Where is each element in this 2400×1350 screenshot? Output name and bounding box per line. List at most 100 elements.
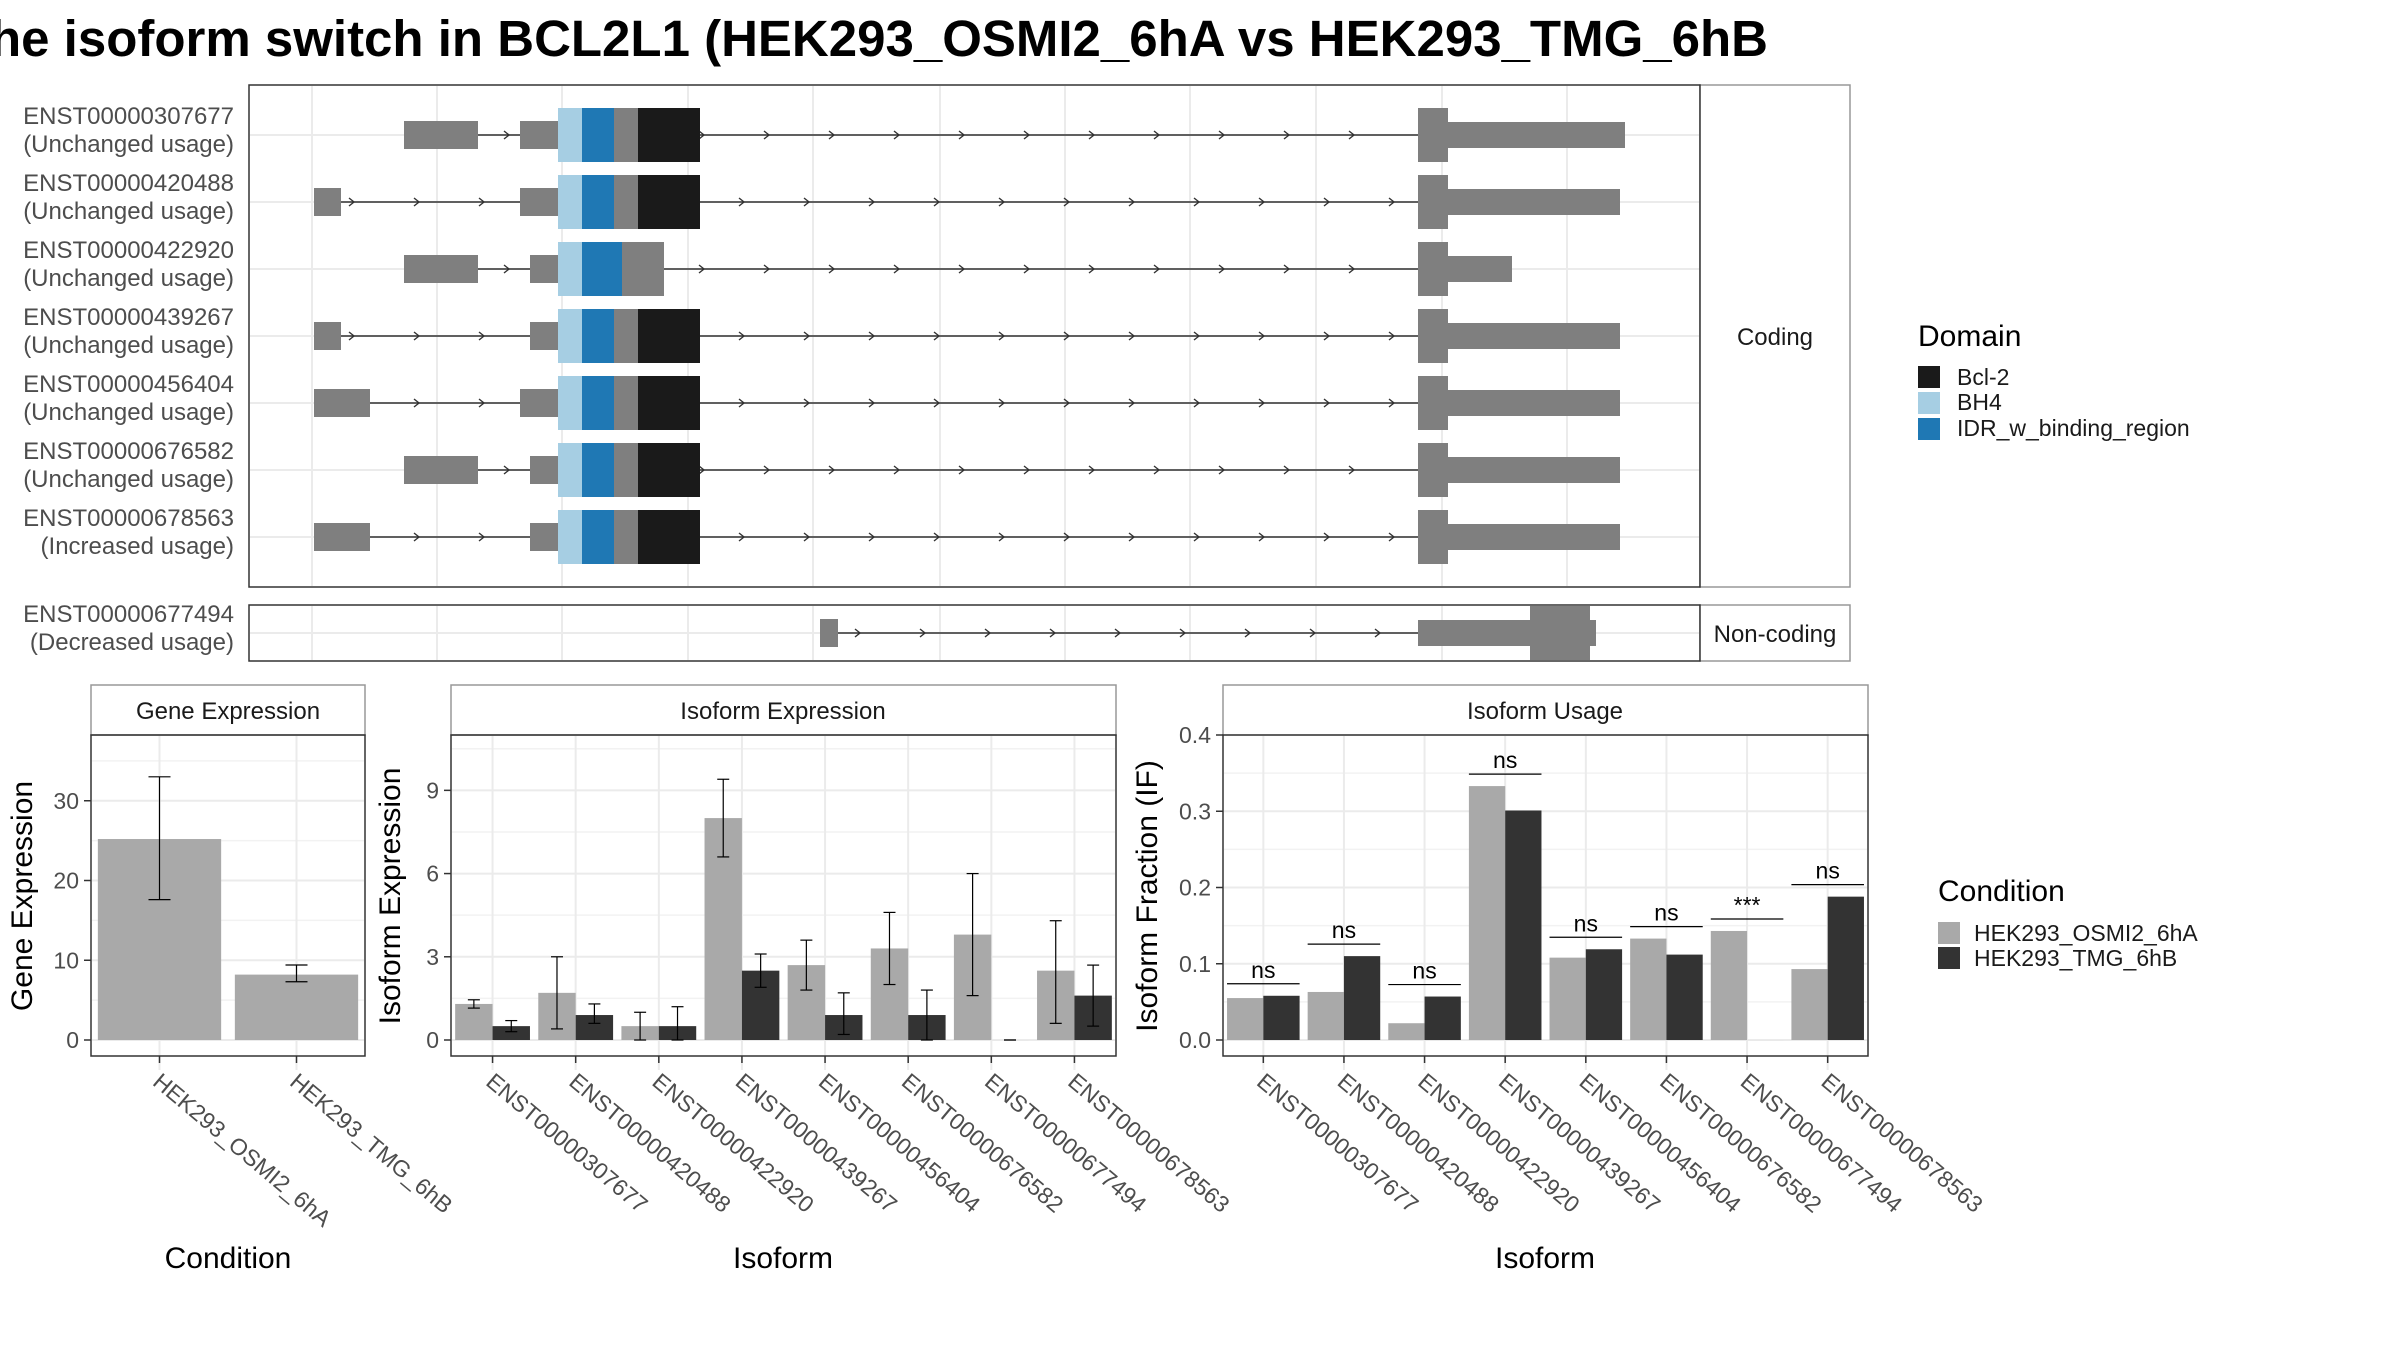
intron-arrow bbox=[1348, 130, 1356, 140]
intron-arrow bbox=[1193, 197, 1201, 207]
isoform-expression-marks: 0369ENST00000307677ENST00000420488ENST00… bbox=[426, 736, 1235, 1218]
intron-arrow bbox=[1049, 628, 1057, 638]
exon bbox=[404, 456, 478, 484]
intron-arrow bbox=[763, 465, 771, 475]
exon bbox=[314, 188, 341, 216]
intron-arrow bbox=[1283, 465, 1291, 475]
legend-key-cond2 bbox=[1938, 947, 1960, 969]
bar bbox=[1468, 786, 1506, 1041]
intron-arrow bbox=[478, 331, 486, 341]
legend-key-bh4 bbox=[1918, 392, 1940, 414]
transcript-id-label: ENST00000307677 bbox=[23, 103, 234, 130]
bar bbox=[1388, 1023, 1425, 1041]
significance-label: ns bbox=[1574, 910, 1598, 936]
bh4-domain bbox=[558, 175, 582, 229]
exon bbox=[520, 389, 558, 417]
legend-label-bcl2: Bcl-2 bbox=[1957, 364, 2009, 390]
y-tick-label: 0.2 bbox=[1179, 875, 1211, 901]
intron-arrow bbox=[1063, 398, 1071, 408]
bar bbox=[1505, 810, 1542, 1041]
intron-arrow bbox=[1388, 197, 1396, 207]
exon bbox=[1418, 108, 1448, 162]
exon bbox=[1418, 376, 1448, 430]
domain-legend-title: Domain bbox=[1918, 320, 2021, 353]
intron-arrow bbox=[738, 532, 746, 542]
intron-arrow bbox=[1388, 532, 1396, 542]
isoform-usage-plot-frame bbox=[1222, 734, 1869, 1057]
idr-domain bbox=[582, 175, 614, 229]
exon bbox=[622, 242, 664, 296]
exon bbox=[1448, 323, 1620, 349]
intron-arrow bbox=[1023, 130, 1031, 140]
legend-label-cond1: HEK293_OSMI2_6hA bbox=[1974, 920, 2198, 946]
exon bbox=[1418, 510, 1448, 564]
y-tick-label: 0.3 bbox=[1179, 798, 1211, 824]
exon bbox=[614, 510, 638, 564]
intron-arrow bbox=[998, 331, 1006, 341]
intron-arrow bbox=[1128, 197, 1136, 207]
intron-arrow bbox=[803, 398, 811, 408]
bar bbox=[1710, 930, 1748, 1041]
transcript-row bbox=[404, 443, 1620, 497]
transcript-id-label: ENST00000677494 bbox=[23, 601, 234, 628]
transcript-id-label: ENST00000422920 bbox=[23, 237, 234, 264]
intron-arrow bbox=[1153, 465, 1161, 475]
exon bbox=[530, 523, 558, 551]
intron-arrow bbox=[738, 398, 746, 408]
intron-arrow bbox=[1063, 331, 1071, 341]
isoform-usage-chart: Isoform Usage 0.00.10.20.30.4ENST0000030… bbox=[1131, 684, 1988, 1275]
intron-arrow bbox=[413, 331, 421, 341]
isoform-usage-strip-title: Isoform Usage bbox=[1467, 698, 1623, 725]
gene-expression-strip bbox=[90, 684, 366, 736]
intron-arrow bbox=[1218, 465, 1226, 475]
idr-domain bbox=[582, 242, 622, 296]
intron-arrow bbox=[893, 264, 901, 274]
idr-domain bbox=[582, 376, 614, 430]
isoform-usage-marks: 0.00.10.20.30.4ENST00000307677ENST000004… bbox=[1179, 722, 1988, 1218]
coding-strip-label: Coding bbox=[1737, 324, 1813, 351]
transcript-labels: ENST00000307677(Unchanged usage)ENST0000… bbox=[23, 103, 234, 656]
noncoding-strip bbox=[1699, 604, 1851, 662]
isoform-usage-strip bbox=[1222, 684, 1869, 736]
intron-arrow bbox=[1114, 628, 1122, 638]
intron-arrow bbox=[1258, 398, 1266, 408]
exon bbox=[520, 121, 558, 149]
transcript-usage-label: (Unchanged usage) bbox=[23, 265, 234, 292]
transcript-id-label: ENST00000420488 bbox=[23, 170, 234, 197]
intron-arrow bbox=[1153, 264, 1161, 274]
intron-arrow bbox=[933, 398, 941, 408]
exon bbox=[1448, 390, 1620, 416]
intron-arrow bbox=[958, 465, 966, 475]
transcript-id-label: ENST00000456404 bbox=[23, 371, 234, 398]
intron-arrow bbox=[958, 130, 966, 140]
intron-arrow bbox=[998, 398, 1006, 408]
intron-arrow bbox=[1258, 532, 1266, 542]
bar bbox=[1227, 998, 1264, 1041]
intron-arrow bbox=[1323, 398, 1331, 408]
condition-legend: Condition HEK293_OSMI2_6hA HEK293_TMG_6h… bbox=[1938, 875, 2198, 971]
significance-label: ns bbox=[1412, 958, 1436, 984]
exon bbox=[520, 188, 558, 216]
bcl2-domain bbox=[638, 175, 700, 229]
bar bbox=[1263, 995, 1300, 1041]
y-tick-label: 6 bbox=[426, 861, 439, 887]
intron-arrow bbox=[998, 197, 1006, 207]
intron-arrow bbox=[919, 628, 927, 638]
exon bbox=[404, 255, 478, 283]
intron-arrow bbox=[1218, 130, 1226, 140]
intron-arrow bbox=[1388, 331, 1396, 341]
intron-arrow bbox=[854, 628, 862, 638]
idr-domain bbox=[582, 510, 614, 564]
transcript-row bbox=[314, 175, 1620, 229]
legend-key-bcl2 bbox=[1918, 366, 1940, 388]
intron-arrow bbox=[1374, 628, 1382, 638]
y-tick-label: 20 bbox=[53, 868, 79, 894]
isoform-usage-y-label: Isoform Fraction (IF) bbox=[1131, 760, 1164, 1032]
exon bbox=[1448, 457, 1620, 483]
gene-expression-strip-title: Gene Expression bbox=[136, 698, 320, 725]
exon bbox=[1418, 242, 1448, 296]
noncoding-strip-label: Non-coding bbox=[1714, 621, 1837, 648]
intron-arrow bbox=[1283, 130, 1291, 140]
transcript-row bbox=[404, 108, 1625, 162]
bar bbox=[1307, 991, 1344, 1041]
